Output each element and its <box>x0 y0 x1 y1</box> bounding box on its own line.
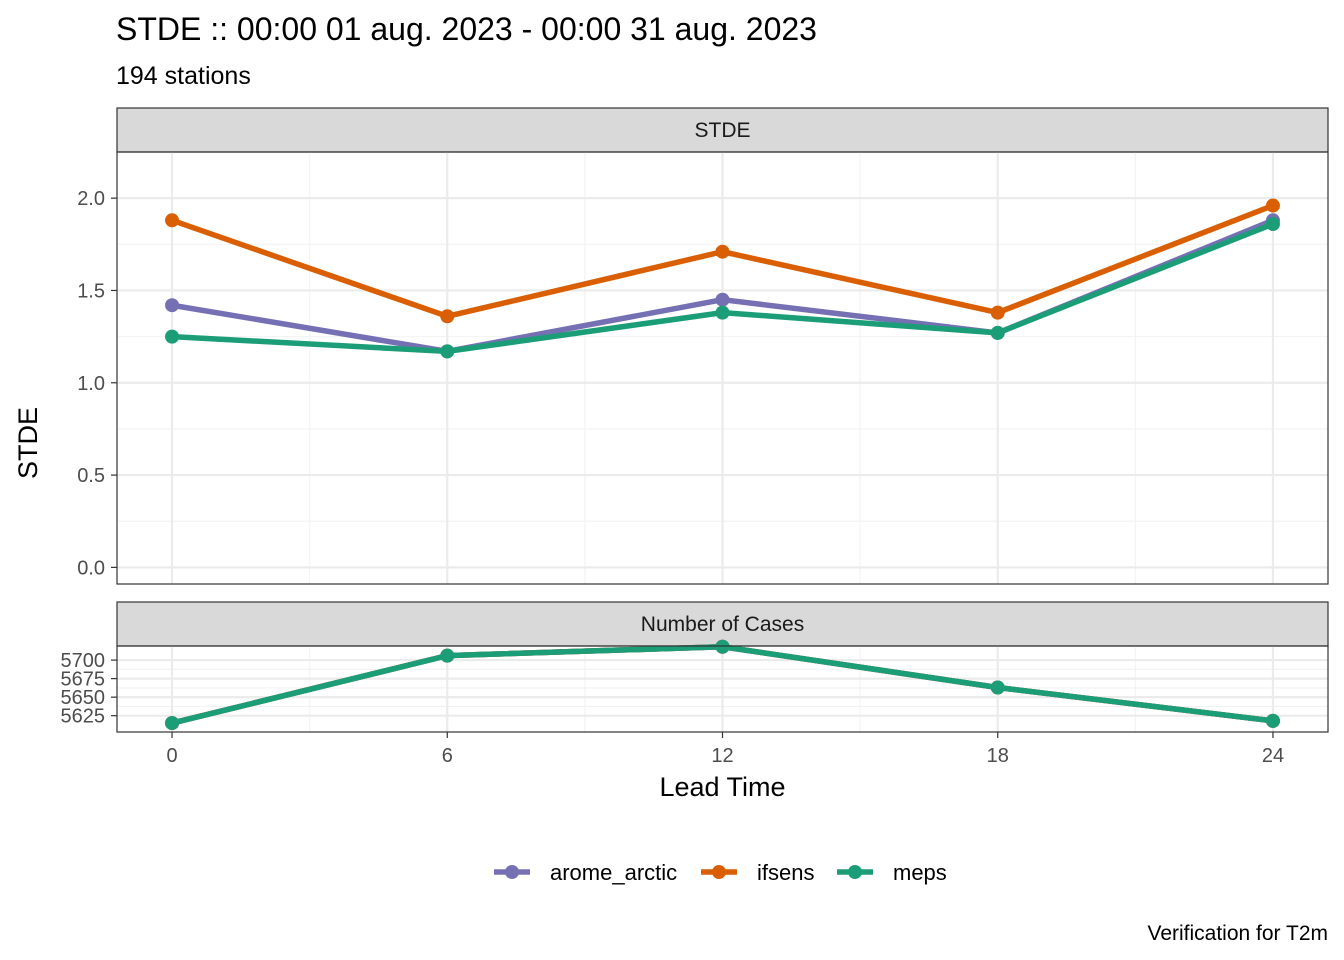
legend-key-point <box>848 865 862 879</box>
data-point <box>440 344 455 359</box>
y-tick-label: 0.5 <box>77 465 105 487</box>
legend-label: ifsens <box>757 860 814 885</box>
x-axis-title: Lead Time <box>659 772 785 802</box>
y-axis-title: STDE <box>13 407 43 479</box>
x-tick-label: 6 <box>442 745 453 767</box>
data-point <box>1265 198 1280 213</box>
y-tick-label: 5650 <box>61 687 106 709</box>
cases-strip-label: Number of Cases <box>641 613 804 636</box>
y-tick-label: 0.0 <box>77 557 105 579</box>
data-point <box>165 213 180 228</box>
chart-subtitle: 194 stations <box>116 62 251 90</box>
y-tick-label: 5700 <box>61 650 106 672</box>
stde-panel-border <box>116 151 1329 585</box>
series-meps <box>165 639 1280 731</box>
y-tick-label: 1.0 <box>77 373 105 395</box>
legend-label: arome_arctic <box>550 860 677 885</box>
data-point <box>165 298 180 313</box>
data-point <box>440 648 455 663</box>
legend-label: meps <box>893 860 947 885</box>
stde-y-axis: 0.0 0.5 1.0 1.5 2.0 <box>77 188 117 579</box>
data-point <box>715 292 730 307</box>
legend-item-meps: meps <box>837 860 947 885</box>
data-point <box>1265 713 1280 728</box>
cases-grid <box>117 646 1328 732</box>
legend-key-point <box>505 865 519 879</box>
cases-strip <box>116 601 1329 647</box>
data-point <box>990 325 1005 340</box>
stde-panel: STDE 0.0 0.5 1.0 1.5 2.0 <box>77 107 1329 585</box>
y-tick-label: 2.0 <box>77 188 105 210</box>
y-tick-label: 5675 <box>61 669 106 691</box>
stde-strip-label: STDE <box>694 119 750 142</box>
series-meps <box>165 217 1280 359</box>
legend-key-point <box>712 865 726 879</box>
x-axis: 0 6 12 18 24 <box>166 732 1284 767</box>
y-tick-label: 1.5 <box>77 280 105 302</box>
caption: Verification for T2m <box>1147 922 1328 945</box>
data-point <box>715 639 730 654</box>
x-tick-label: 24 <box>1262 745 1284 767</box>
cases-series <box>165 639 1280 731</box>
data-point <box>165 329 180 344</box>
legend: arome_arctic ifsens meps <box>494 860 947 885</box>
x-tick-label: 12 <box>711 745 733 767</box>
stde-grid <box>117 152 1328 584</box>
data-point <box>440 309 455 324</box>
x-tick-label: 0 <box>166 745 177 767</box>
chart-title: STDE :: 00:00 01 aug. 2023 - 00:00 31 au… <box>116 11 817 47</box>
legend-item-arome-arctic: arome_arctic <box>494 860 677 885</box>
data-point <box>990 305 1005 320</box>
data-point <box>165 716 180 731</box>
x-tick-label: 18 <box>987 745 1009 767</box>
data-point <box>990 680 1005 695</box>
data-point <box>715 244 730 259</box>
legend-item-ifsens: ifsens <box>701 860 814 885</box>
data-point <box>715 305 730 320</box>
y-tick-label: 5625 <box>61 706 106 728</box>
series-ifsens <box>165 198 1280 324</box>
data-point <box>1265 217 1280 231</box>
stde-series <box>165 198 1280 359</box>
stde-strip <box>116 107 1329 153</box>
